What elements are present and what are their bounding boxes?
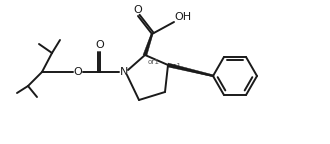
Text: or1: or1	[170, 63, 182, 69]
Text: O: O	[134, 5, 142, 15]
Text: OH: OH	[175, 12, 191, 22]
Polygon shape	[168, 63, 214, 77]
Polygon shape	[143, 34, 153, 55]
Text: O: O	[96, 40, 104, 50]
Text: or1: or1	[148, 59, 160, 65]
Text: O: O	[74, 67, 82, 77]
Text: N: N	[120, 67, 128, 77]
